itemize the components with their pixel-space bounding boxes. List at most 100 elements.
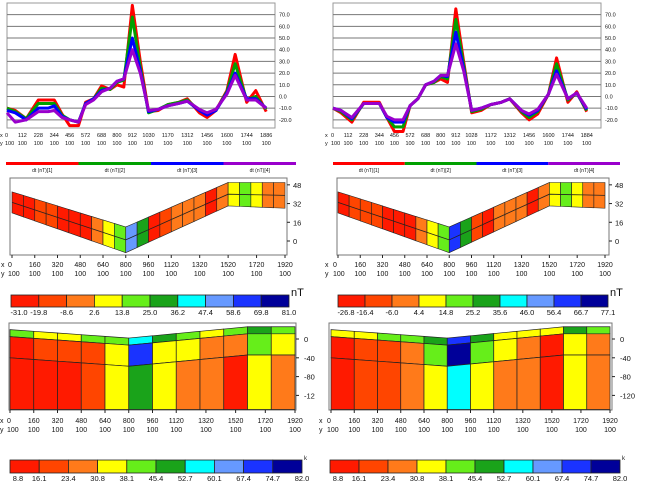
y-row-value: 100	[544, 271, 556, 278]
x-tick-label: 1520	[220, 262, 236, 269]
colorbar-unit: nT	[610, 287, 623, 299]
colorbar-label: 16.1	[352, 474, 367, 483]
y-row-value: 100	[517, 427, 529, 434]
x-tick-label: 160	[348, 418, 360, 425]
colorbar-swatch	[97, 459, 128, 474]
y-row-value: 100	[354, 271, 366, 278]
y-row-value: 100	[194, 271, 206, 278]
colorbar-label: 23.4	[61, 474, 76, 483]
colorbar-label: 23.4	[381, 474, 396, 483]
x-tick-label: 1920	[287, 418, 303, 425]
section-cell	[223, 333, 248, 358]
colorbar-swatch	[329, 459, 360, 474]
legend-label: dt (nT)[2]	[430, 168, 451, 174]
y-row-value: 100	[390, 141, 399, 147]
x-tick-label: 456	[390, 133, 399, 139]
y-row-value: 100	[200, 427, 212, 434]
y-tick-label: 40.0	[605, 48, 616, 54]
section-cell	[400, 362, 425, 410]
row-label: y	[0, 141, 3, 147]
y-row-value: 100	[170, 427, 182, 434]
y-row-value: 100	[421, 271, 433, 278]
y-row-value: 100	[348, 427, 360, 434]
x-tick-label: 640	[418, 418, 430, 425]
section-cell	[470, 361, 495, 410]
y-row-value: 100	[279, 271, 291, 278]
section-cell	[270, 326, 296, 335]
y-tick-label: 0	[293, 237, 297, 246]
y-row-value: 100	[112, 141, 121, 147]
legend-label: dt (nT)[1]	[32, 168, 53, 174]
y-tick-label: -12	[304, 391, 315, 400]
section-cell	[104, 343, 130, 367]
y-row-value: 100	[441, 427, 453, 434]
colorbar-swatch	[553, 294, 582, 308]
x-tick-label: 320	[52, 418, 64, 425]
x-tick-label: 1170	[162, 133, 174, 139]
x-tick-label: 1120	[486, 262, 501, 269]
section-sus-right	[328, 322, 615, 413]
legend-label: dt (nT)[1]	[359, 168, 380, 174]
legend-swatch	[223, 162, 296, 165]
colorbar-swatch	[243, 459, 274, 474]
colorbar-label: 82.0	[295, 474, 310, 483]
section-cell	[80, 362, 106, 410]
y-row-value: 100	[582, 141, 591, 147]
x-tick-label: 344	[50, 133, 59, 139]
y-row-value: 100	[289, 427, 301, 434]
section-cell	[493, 337, 518, 363]
y-row-value: 100	[230, 427, 242, 434]
y-row-value: 100	[544, 141, 553, 147]
row-label: y	[325, 141, 328, 147]
section-mag-left	[9, 177, 290, 258]
colorbar	[10, 294, 290, 308]
y-row-value: 100	[28, 427, 40, 434]
x-tick-label: 160	[354, 262, 366, 269]
colorbar-label: 47.4	[198, 308, 213, 317]
x-tick-label: 480	[399, 262, 411, 269]
x-tick-label: 800	[112, 133, 121, 139]
x-tick-label: 1320	[514, 262, 530, 269]
section-cell	[33, 359, 58, 410]
colorbar-label: 38.1	[439, 474, 454, 483]
y-tick-label: 16	[293, 218, 301, 227]
section-cell	[223, 354, 248, 410]
y-tick-label: -120	[620, 391, 635, 400]
x-tick-label: 1720	[569, 262, 585, 269]
row-label: x	[0, 133, 3, 139]
x-tick-label: 960	[147, 418, 159, 425]
section-cell	[539, 354, 564, 410]
y-row-value: 100	[375, 141, 384, 147]
section-cell	[152, 340, 177, 365]
y-tick-label: -80	[620, 373, 631, 382]
y-row-value: 100	[5, 141, 14, 147]
y-tick-label: 20.0	[279, 71, 290, 77]
y-row-value: 100	[259, 427, 271, 434]
section-cell	[330, 336, 355, 360]
colorbar-label: 58.6	[226, 308, 241, 317]
colorbar-swatch	[155, 459, 186, 474]
y-row-value: 100	[242, 141, 251, 147]
legend-swatch	[404, 162, 477, 165]
x-tick-label: 1172	[485, 133, 497, 139]
y-tick-label: 0	[615, 237, 619, 246]
section-cell	[270, 333, 296, 356]
x-tick-label: 1120	[164, 262, 179, 269]
y-row-value: 100	[97, 141, 106, 147]
row-label: x	[1, 262, 5, 269]
colorbar-swatch	[590, 459, 621, 474]
y-tick-label: 0.0	[605, 94, 613, 100]
row-label: y	[319, 427, 323, 434]
section-cell	[400, 341, 425, 365]
y-row-value: 100	[599, 271, 611, 278]
section-cell	[586, 326, 611, 335]
y-row-value: 100	[262, 141, 271, 147]
y-row-value: 100	[163, 141, 172, 147]
colorbar-label: -31.0	[10, 308, 27, 317]
section-cell	[516, 356, 541, 410]
y-tick-label: 60.0	[605, 24, 616, 30]
colorbar-swatch	[272, 459, 303, 474]
y-row-value: 100	[143, 271, 155, 278]
x-tick-label: 800	[443, 262, 455, 269]
